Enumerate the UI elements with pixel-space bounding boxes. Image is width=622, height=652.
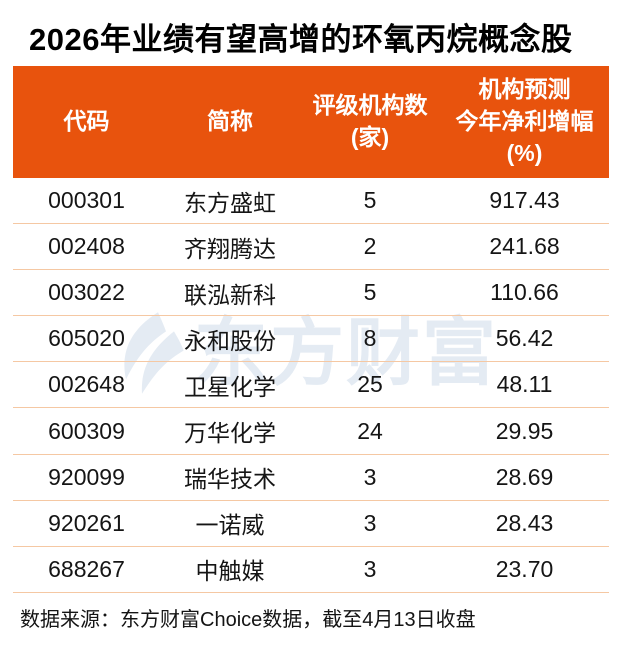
cell-agencies: 2 bbox=[363, 233, 377, 260]
cell-growth: 28.69 bbox=[495, 463, 554, 490]
table-row: 003022 联泓新科 5 110.66 bbox=[13, 270, 609, 317]
cell-name: 中触媒 bbox=[195, 558, 265, 585]
cell-growth: 917.43 bbox=[489, 187, 560, 214]
cell-growth: 48.11 bbox=[496, 371, 553, 398]
cell-name: 卫星化学 bbox=[184, 373, 276, 400]
cell-agencies: 5 bbox=[363, 279, 377, 306]
cell-code: 920099 bbox=[48, 463, 125, 490]
cell-code: 920261 bbox=[48, 509, 125, 536]
cell-growth: 29.95 bbox=[495, 417, 554, 444]
source-note: 数据来源：东方财富Choice数据，截至4月13日收盘 bbox=[20, 609, 476, 631]
table-body: 000301 东方盛虹 5 917.43 002408 齐翔腾达 2 241.68 003022… bbox=[13, 178, 609, 593]
cell-name: 齐翔腾达 bbox=[184, 235, 276, 262]
table-row: 920099 瑞华技术 3 28.69 bbox=[13, 455, 609, 501]
cell-code: 003022 bbox=[48, 279, 125, 306]
cell-growth: 23.70 bbox=[495, 555, 554, 582]
cell-agencies: 5 bbox=[363, 187, 377, 214]
cell-name: 瑞华技术 bbox=[184, 466, 276, 493]
cell-name: 一诺威 bbox=[195, 512, 265, 539]
cell-growth: 110.66 bbox=[490, 279, 559, 306]
cell-agencies: 3 bbox=[363, 509, 377, 536]
table-header: 代码 简称 评级机构数 (家) 机构预测 今年净利增幅 (%) bbox=[13, 66, 609, 178]
cell-agencies: 3 bbox=[363, 555, 377, 582]
cell-agencies: 8 bbox=[363, 325, 377, 352]
cell-code: 002648 bbox=[48, 371, 125, 398]
table-row: 688267 中触媒 3 23.70 bbox=[13, 547, 609, 593]
cell-growth: 56.42 bbox=[495, 325, 554, 352]
column-header-growth: 机构预测 今年净利增幅 (%) bbox=[455, 76, 594, 166]
cell-code: 000301 bbox=[48, 187, 125, 214]
table-row: 600309 万华化学 24 29.95 bbox=[13, 408, 609, 455]
column-header-agencies: 评级机构数 (家) bbox=[312, 92, 428, 150]
cell-name: 东方盛虹 bbox=[184, 189, 276, 216]
cell-agencies: 3 bbox=[363, 463, 377, 490]
table-row: 002648 卫星化学 25 48.11 bbox=[13, 362, 609, 409]
cell-code: 688267 bbox=[48, 555, 125, 582]
cell-growth: 241.68 bbox=[489, 233, 560, 260]
cell-code: 600309 bbox=[48, 417, 125, 444]
table-row: 605020 永和股份 8 56.42 bbox=[13, 316, 609, 363]
cell-agencies: 24 bbox=[357, 417, 383, 444]
cell-agencies: 25 bbox=[357, 371, 383, 398]
cell-name: 万华化学 bbox=[184, 420, 276, 447]
table-row: 000301 东方盛虹 5 917.43 bbox=[13, 178, 609, 225]
cell-name: 联泓新科 bbox=[184, 281, 276, 308]
cell-growth: 28.43 bbox=[495, 509, 554, 536]
cell-code: 002408 bbox=[48, 233, 125, 260]
page-title: 2026年业绩有望高增的环氧丙烷概念股 bbox=[29, 22, 573, 57]
table-row: 920261 一诺威 3 28.43 bbox=[13, 501, 609, 547]
cell-code: 605020 bbox=[48, 325, 125, 352]
column-header-name: 简称 bbox=[207, 108, 253, 135]
column-header-code: 代码 bbox=[63, 108, 110, 135]
cell-name: 永和股份 bbox=[184, 327, 276, 354]
table-row: 002408 齐翔腾达 2 241.68 bbox=[13, 224, 609, 271]
